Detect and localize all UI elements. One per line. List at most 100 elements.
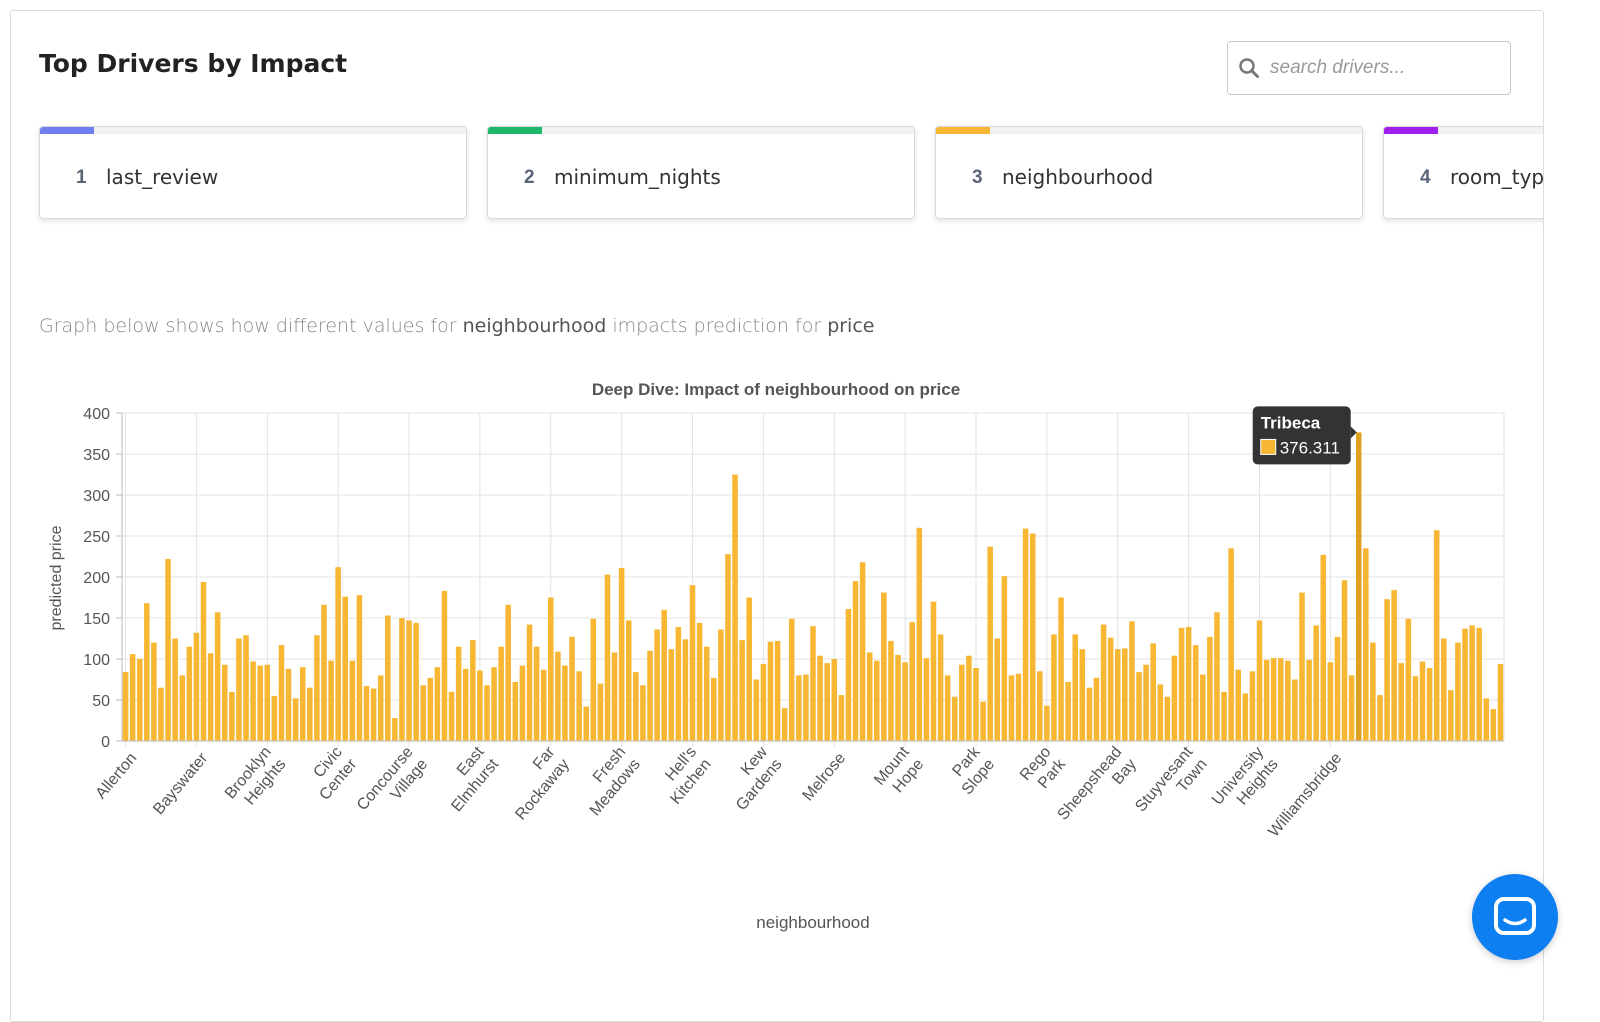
bar[interactable] — [1469, 625, 1475, 741]
bar[interactable] — [1270, 658, 1277, 741]
bar[interactable] — [193, 632, 200, 741]
bar[interactable] — [1462, 628, 1468, 741]
bar[interactable] — [448, 691, 455, 741]
bar[interactable] — [817, 655, 823, 741]
bar[interactable] — [1440, 638, 1447, 742]
bar[interactable] — [165, 558, 171, 741]
bar[interactable] — [1412, 676, 1419, 741]
bar[interactable] — [1022, 528, 1029, 741]
bar[interactable] — [229, 691, 235, 741]
bar[interactable] — [1051, 634, 1057, 741]
bar[interactable] — [1391, 590, 1397, 741]
bar[interactable] — [200, 581, 207, 741]
bar[interactable] — [618, 567, 625, 741]
bar[interactable] — [562, 665, 568, 741]
bar[interactable] — [1214, 612, 1220, 741]
bar[interactable] — [760, 663, 767, 741]
bar[interactable] — [788, 618, 795, 741]
bar[interactable] — [1001, 576, 1008, 741]
bar[interactable] — [930, 601, 937, 741]
bar[interactable] — [774, 640, 781, 741]
bar[interactable] — [576, 671, 582, 741]
bar[interactable] — [1171, 655, 1178, 741]
bar[interactable] — [321, 604, 327, 741]
bar[interactable] — [1185, 627, 1192, 741]
bar[interactable] — [987, 546, 993, 741]
bar[interactable] — [491, 667, 497, 741]
bar[interactable] — [647, 650, 653, 741]
bar[interactable] — [1242, 693, 1249, 741]
bar[interactable] — [1249, 671, 1256, 741]
bar[interactable] — [519, 665, 526, 741]
bar[interactable] — [1377, 695, 1383, 741]
bar[interactable] — [675, 627, 682, 741]
bar[interactable] — [420, 685, 426, 741]
bar[interactable] — [1086, 687, 1093, 741]
bar[interactable] — [470, 640, 476, 741]
bar[interactable] — [661, 609, 667, 741]
bar[interactable] — [363, 686, 370, 741]
bar[interactable] — [455, 646, 462, 741]
bar[interactable] — [888, 640, 894, 741]
bar[interactable] — [1114, 649, 1121, 741]
bar[interactable] — [526, 624, 533, 741]
bar[interactable] — [1178, 627, 1185, 741]
bar[interactable] — [285, 668, 292, 741]
bar[interactable] — [151, 642, 157, 741]
bar[interactable] — [845, 608, 852, 741]
bar[interactable] — [1419, 661, 1426, 741]
bar[interactable] — [1277, 658, 1284, 741]
bar[interactable] — [1008, 675, 1015, 741]
bar[interactable] — [555, 651, 561, 741]
bar[interactable] — [966, 655, 972, 741]
bar[interactable] — [1497, 663, 1504, 741]
bar[interactable] — [1065, 681, 1071, 741]
bar[interactable] — [583, 706, 589, 741]
bar[interactable] — [1192, 645, 1199, 741]
bar[interactable] — [1320, 554, 1327, 741]
bar[interactable] — [498, 646, 504, 741]
bar[interactable] — [1058, 597, 1064, 742]
bar[interactable] — [548, 597, 554, 742]
bar[interactable] — [1079, 649, 1086, 741]
bar[interactable] — [1313, 625, 1319, 741]
bar[interactable] — [604, 574, 611, 741]
bar[interactable] — [732, 474, 738, 742]
bar[interactable] — [370, 688, 377, 741]
bar[interactable] — [179, 675, 186, 741]
bar[interactable] — [1292, 679, 1298, 742]
bar[interactable] — [959, 664, 965, 741]
bar[interactable] — [243, 635, 249, 741]
bar[interactable] — [299, 667, 306, 741]
bar[interactable] — [916, 527, 923, 741]
bar[interactable] — [668, 649, 675, 741]
bar[interactable] — [951, 696, 958, 741]
bar[interactable] — [399, 618, 405, 741]
bar[interactable] — [569, 636, 575, 741]
bar[interactable] — [1015, 673, 1022, 741]
bar[interactable] — [640, 685, 646, 741]
bar[interactable] — [441, 590, 448, 741]
bar[interactable] — [1363, 548, 1369, 741]
bar[interactable] — [1426, 668, 1433, 741]
bar[interactable] — [477, 670, 483, 741]
bar[interactable] — [158, 687, 164, 741]
bar[interactable] — [1037, 671, 1043, 741]
bar[interactable] — [1476, 627, 1482, 741]
bar[interactable] — [980, 701, 986, 741]
chart-bars[interactable] — [122, 432, 1504, 742]
bar[interactable] — [484, 685, 490, 741]
bar[interactable] — [342, 596, 349, 741]
bar[interactable] — [278, 645, 285, 741]
bar[interactable] — [718, 629, 724, 741]
bar[interactable] — [236, 638, 242, 742]
bar[interactable] — [1306, 659, 1312, 741]
bar[interactable] — [923, 658, 930, 741]
bar[interactable] — [753, 679, 760, 742]
bar[interactable] — [392, 718, 398, 741]
bar[interactable] — [859, 562, 866, 741]
bar[interactable] — [1334, 636, 1341, 741]
bar[interactable] — [973, 668, 979, 741]
bar[interactable] — [633, 672, 639, 741]
bar[interactable] — [540, 669, 547, 741]
